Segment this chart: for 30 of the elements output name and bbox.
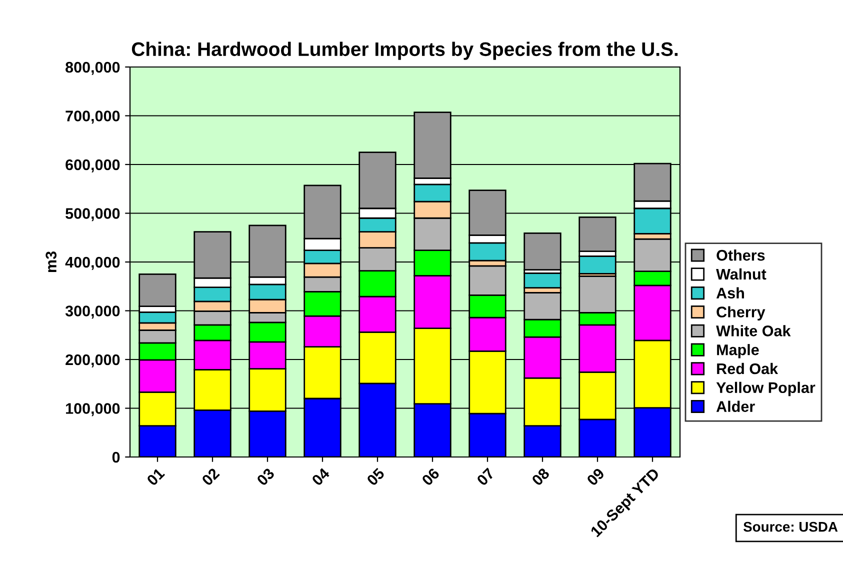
y-tick-label: 0 bbox=[112, 452, 120, 463]
x-tick-label: 05 bbox=[366, 467, 386, 486]
legend-label: Walnut bbox=[716, 268, 766, 280]
x-tick-label: 09 bbox=[586, 467, 606, 486]
y-tick-label: 800,000 bbox=[66, 62, 120, 75]
legend-label: Cherry bbox=[716, 306, 766, 320]
y-tick-label: 400,000 bbox=[65, 256, 120, 270]
x-tick-label: 01 bbox=[146, 467, 166, 486]
y-tick-label: 300,000 bbox=[65, 306, 120, 319]
legend-label: Ash bbox=[716, 287, 744, 299]
legend-label: Alder bbox=[716, 400, 755, 412]
x-tick-label: 06 bbox=[421, 467, 440, 486]
y-tick-label: 600,000 bbox=[66, 159, 120, 172]
x-tick-label: 08 bbox=[531, 467, 550, 486]
y-axis-title: m3 bbox=[46, 252, 57, 272]
legend-label: Red Oak bbox=[717, 362, 778, 374]
x-tick-label: 02 bbox=[201, 467, 220, 486]
legend-label: Maple bbox=[717, 344, 759, 358]
chart-title: China: Hardwood Lumber Imports by Species from the U.S. bbox=[132, 42, 678, 60]
y-tick-label: 700,000 bbox=[66, 110, 120, 124]
legend-label: Yellow Poplar bbox=[716, 382, 816, 396]
legend-label: White Oak bbox=[716, 325, 791, 336]
y-tick-label: 100,000 bbox=[66, 403, 120, 416]
legend-label: Others bbox=[716, 249, 765, 261]
x-tick-label: 03 bbox=[256, 467, 276, 486]
y-tick-label: 200,000 bbox=[66, 354, 120, 368]
x-tick-label: 04 bbox=[311, 467, 330, 486]
y-tick-label: 500,000 bbox=[66, 208, 120, 222]
x-tick-label: 07 bbox=[476, 467, 495, 486]
source-note: Source: USDA bbox=[743, 522, 838, 532]
